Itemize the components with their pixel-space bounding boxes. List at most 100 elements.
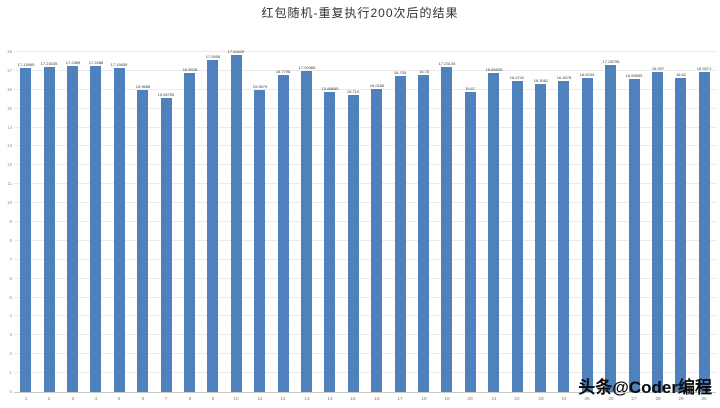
bar-8: [184, 72, 195, 392]
gridline: [14, 126, 716, 128]
bar-value-label: 15.719: [347, 89, 360, 95]
bar-16: [371, 89, 383, 392]
x-axis-label: 7: [164, 396, 168, 402]
x-axis-label: 9: [211, 396, 215, 402]
y-axis-label: 3: [9, 332, 12, 338]
y-axis-label: 9: [9, 219, 12, 224]
bar-value-label: 15.87: [465, 86, 476, 92]
gridline: [14, 315, 716, 317]
bar-13: [301, 70, 312, 392]
bar-value-label: 16.6233: [580, 72, 595, 78]
x-axis-label: 3: [71, 396, 74, 402]
y-axis-label: 10: [7, 200, 12, 206]
y-axis-label: 16: [7, 86, 12, 92]
gridline: [14, 145, 716, 147]
x-axis-label: 25: [584, 396, 590, 402]
bar-1: [20, 68, 32, 392]
x-axis-label: 28: [654, 396, 661, 402]
bar-value-label: 16.86835: [485, 67, 503, 73]
bar-value-label: 15.88685: [321, 86, 339, 91]
gridline: [14, 296, 716, 298]
x-axis-label: 17: [397, 396, 403, 402]
bar-value-label: 16.78: [418, 69, 429, 75]
y-axis-label: 11: [7, 181, 12, 187]
gridline: [14, 183, 716, 185]
gridline: [14, 277, 716, 279]
bar-value-label: 15.56755: [157, 92, 175, 97]
watermark-text: 头条@Coder编程: [578, 378, 712, 397]
bar-value-label: 17.28795: [602, 59, 620, 65]
x-axis-label: 18: [420, 396, 427, 402]
x-axis-label: 20: [467, 396, 473, 402]
bar-value-label: 16.0185: [369, 83, 384, 89]
y-axis-label: 0: [9, 389, 12, 394]
bar-value-label: 17.2389: [65, 60, 80, 66]
bar-value-label: 17.5906: [205, 54, 221, 59]
x-axis-label: 29: [678, 396, 684, 402]
bar-value-label: 16.3062: [533, 78, 548, 84]
bar-21: [488, 73, 500, 392]
bar-6: [137, 90, 149, 392]
y-axis-label: 12: [7, 162, 12, 168]
x-axis-label: 16: [374, 396, 380, 402]
x-axis-label: 24: [561, 396, 567, 402]
bar-10: [230, 54, 242, 392]
x-axis-label: 10: [233, 396, 239, 402]
x-axis-label: 11: [257, 396, 263, 402]
bar-5: [113, 67, 125, 392]
gridline: [14, 258, 716, 260]
gridline: [14, 239, 716, 241]
chart-title: 红包随机-重复执行200次后的结果: [261, 6, 459, 20]
y-axis-label: 18: [7, 49, 12, 54]
x-axis-label: 30: [701, 396, 707, 402]
gridline: [14, 353, 716, 355]
bar-23: [535, 84, 546, 392]
bar-19: [441, 66, 453, 392]
bar-value-label: 17.23135: [438, 61, 456, 66]
bar-value-label: 15.9879: [252, 84, 267, 90]
bar-30: [698, 72, 710, 392]
x-axis-label: 6: [141, 396, 145, 402]
x-axis-label: 19: [444, 396, 450, 402]
bar-28: [652, 72, 663, 392]
x-axis-label: 21: [491, 396, 497, 402]
y-axis-label: 4: [9, 313, 12, 319]
y-axis-label: 2: [9, 351, 12, 357]
bar-value-label: 16.4678: [556, 75, 572, 80]
bar-2: [43, 66, 55, 392]
x-axis-label: 26: [608, 396, 614, 402]
y-axis-label: 5: [9, 294, 12, 300]
bar-14: [324, 91, 336, 392]
gridline: [14, 164, 716, 166]
bar-27: [628, 79, 640, 392]
bar-value-label: 16.55655: [625, 73, 643, 79]
bar-value-label: 15.9688: [135, 84, 150, 90]
y-axis-label: 17: [7, 67, 12, 73]
gridline: [14, 88, 716, 90]
gridline: [14, 107, 716, 109]
gridline: [14, 69, 716, 71]
gridline: [14, 372, 716, 374]
bar-value-label: 17.84625: [227, 49, 245, 54]
bar-20: [464, 92, 476, 392]
y-axis-label: 14: [7, 124, 12, 130]
y-axis-label: 13: [7, 143, 12, 149]
y-axis-label: 8: [9, 237, 12, 243]
bar-15: [347, 95, 359, 392]
gridline: [14, 221, 716, 222]
bar-value-label: 16.62: [675, 72, 686, 78]
bar-26: [605, 65, 617, 392]
x-axis-label: 14: [327, 396, 333, 402]
bar-value-label: 17.23035: [40, 61, 58, 66]
bar-value-label: 17.15655: [110, 62, 128, 67]
x-axis-label: 5: [117, 396, 121, 402]
x-axis-label: 13: [303, 396, 310, 402]
bar-value-label: 17.14565: [17, 62, 35, 68]
gridline: [14, 51, 716, 52]
x-axis-label: 8: [188, 396, 191, 402]
bar-value-label: 17.2488: [88, 60, 104, 66]
gridline: [14, 202, 716, 204]
bar-22: [511, 80, 523, 392]
x-axis-label: 4: [94, 396, 98, 402]
